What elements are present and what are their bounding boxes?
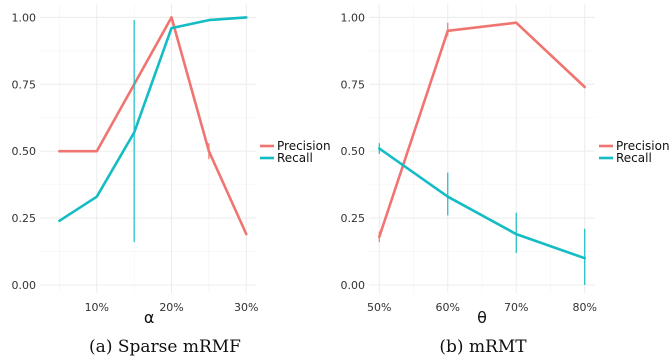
caption-b: (b) mRMT [439,337,527,357]
series-line [378,147,586,260]
series-line [58,16,248,236]
y-tick-label: 0.25 [12,212,37,225]
y-tick-label: 0.75 [341,78,366,91]
caption-a: (a) Sparse mRMF [89,337,241,357]
legend-label: Recall [616,151,652,165]
series-line [378,21,586,239]
x-tick-label: 30% [234,301,258,314]
y-tick-label: 0.75 [12,78,37,91]
y-tick-label: 0.50 [12,145,37,158]
y-tick-label: 0.50 [341,145,366,158]
chart-panel-a: 0.00 0.25 0.50 0.75 1.00 10% 20% 30% α PrecisionR… [12,4,331,327]
y-tick-label: 0.00 [341,279,366,292]
legend-label: Precision [616,139,670,153]
series-line [58,16,248,223]
y-tick-label: 0.25 [341,212,366,225]
chart-panel-b: 0.00 0.25 0.50 0.75 1.00 50% 60% 70% 80% θ Precisi… [341,4,670,327]
x-tick-label: 10% [85,301,109,314]
legend-label: Precision [277,139,331,153]
x-tick-label: 60% [436,301,460,314]
x-axis-title: θ [477,308,487,327]
x-tick-label: 20% [159,301,183,314]
x-tick-label: 80% [573,301,597,314]
x-tick-label: 70% [504,301,528,314]
y-tick-label: 0.00 [12,279,37,292]
plot-area [40,4,256,293]
legend-label: Recall [277,151,313,165]
y-tick-label: 1.00 [341,11,366,24]
y-tick-label: 1.00 [12,11,37,24]
x-tick-label: 50% [367,301,391,314]
x-axis-title: α [144,308,155,327]
